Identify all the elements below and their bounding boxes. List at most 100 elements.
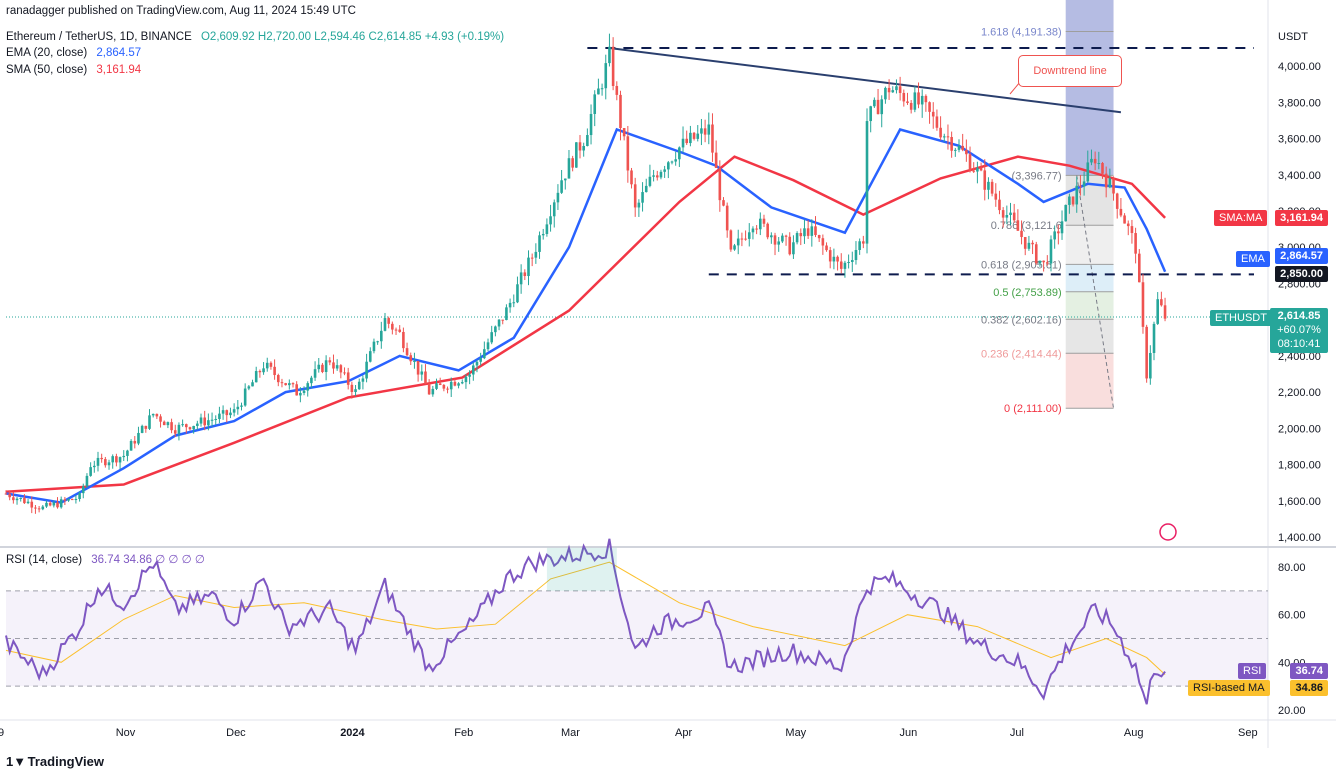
candle-body (817, 235, 821, 239)
candle-body (873, 99, 876, 107)
candle-body (898, 86, 902, 93)
candle-body (170, 422, 173, 431)
fib-zone (1065, 353, 1114, 409)
candle-body (519, 272, 523, 285)
candle-body (755, 228, 758, 230)
candle-body (310, 377, 313, 384)
time-tick-label: Jul (1010, 727, 1024, 739)
candle-body (759, 218, 762, 230)
flash-icon (1159, 523, 1177, 541)
candle-body (394, 329, 398, 331)
candle-body (924, 95, 928, 103)
candle-body (104, 459, 107, 466)
candle-body (67, 499, 70, 501)
rsi-ma-tag-label: RSI-based MA (1188, 680, 1270, 696)
candle-body (1082, 181, 1086, 187)
candle-body (497, 319, 501, 327)
fib-zone (1065, 291, 1114, 320)
candle-body (1079, 185, 1082, 187)
candle-body (946, 136, 950, 138)
rsi-label: RSI (14, close) (6, 554, 83, 566)
legend-sma[interactable]: SMA (50, close) 3,161.94 (6, 63, 141, 77)
candle-body (615, 85, 619, 95)
candle-body (155, 413, 159, 417)
candle-body (1126, 223, 1130, 227)
candle-body (545, 224, 549, 234)
candle-body (733, 245, 736, 250)
candle-body (825, 245, 828, 251)
candle-body (976, 167, 979, 172)
candle-body (678, 147, 681, 160)
candle-body (126, 450, 129, 456)
candle-body (523, 272, 527, 277)
candle-body (1149, 352, 1152, 379)
candle-body (725, 205, 729, 231)
candle-body (431, 388, 435, 395)
candle-body (188, 427, 192, 430)
candle-body (129, 440, 133, 451)
candle-body (45, 502, 48, 507)
candle-body (1046, 262, 1049, 264)
candle-body (957, 145, 961, 150)
candle-body (328, 360, 332, 363)
candle-body (648, 176, 652, 186)
candle-body (1068, 196, 1071, 205)
publisher-line: ranadagger published on TradingView.com,… (6, 4, 356, 18)
time-tick-label: Aug (1124, 727, 1144, 739)
candle-body (1145, 326, 1148, 379)
candle-body (41, 506, 45, 510)
sma-value: 3,161.94 (96, 64, 142, 76)
candle-body (1034, 244, 1038, 264)
legend-ema[interactable]: EMA (20, close) 2,864.57 (6, 46, 141, 60)
candle-body (1090, 158, 1093, 163)
candle-body (1071, 196, 1075, 205)
candle-body (15, 498, 19, 501)
candle-body (12, 497, 15, 501)
candle-body (1075, 185, 1079, 205)
candle-body (512, 302, 516, 304)
candle-body (427, 384, 431, 395)
candle-body (148, 415, 151, 429)
candle-body (810, 226, 814, 236)
fib-diagonal (1076, 175, 1115, 409)
legend-rsi[interactable]: RSI (14, close) 36.74 34.86 ∅ ∅ ∅ ∅ (6, 553, 205, 567)
tradingview-brand[interactable]: 1▼ TradingView (6, 754, 104, 769)
rsi-tick-label: 60.00 (1278, 610, 1306, 622)
fib-zone (1065, 319, 1114, 354)
candle-body (935, 116, 939, 128)
candle-body (850, 260, 854, 263)
candle-body (501, 319, 505, 321)
candle-body (707, 124, 711, 135)
legend-symbol[interactable]: Ethereum / TetherUS, 1D, BINANCE O2,609.… (6, 30, 504, 44)
candle-body (1112, 178, 1115, 194)
candle-body (770, 235, 773, 238)
currency-label[interactable]: USDT (1278, 31, 1308, 43)
price-tag: 2,614.85 +60.07% 08:10:41 (1270, 308, 1328, 353)
candle-body (291, 383, 295, 385)
candle-body (56, 502, 59, 508)
candle-body (994, 193, 998, 200)
price-tick-label: 2,000.00 (1278, 423, 1321, 435)
candle-body (405, 348, 409, 356)
candle-body (685, 138, 689, 144)
candle-body (663, 169, 666, 172)
candle-body (832, 256, 836, 262)
candle-body (575, 142, 578, 168)
candle-body (398, 329, 402, 332)
candle-body (655, 175, 659, 178)
candle-body (1031, 242, 1034, 245)
candle-body (63, 499, 67, 501)
fib-level-label: 0 (2,111.00) (1004, 403, 1062, 415)
candle-body (479, 358, 482, 362)
symbol-label: Ethereum / TetherUS, 1D, BINANCE (6, 31, 192, 43)
candle-body (140, 425, 144, 433)
candle-body (107, 462, 111, 466)
downtrend-annotation[interactable]: Downtrend line (1018, 55, 1122, 87)
time-tick-label: 2024 (340, 727, 365, 739)
candle-body (862, 241, 865, 244)
candle-body (1108, 178, 1112, 188)
candle-body (26, 501, 30, 504)
candle-body (792, 242, 795, 255)
candle-body (961, 145, 964, 151)
